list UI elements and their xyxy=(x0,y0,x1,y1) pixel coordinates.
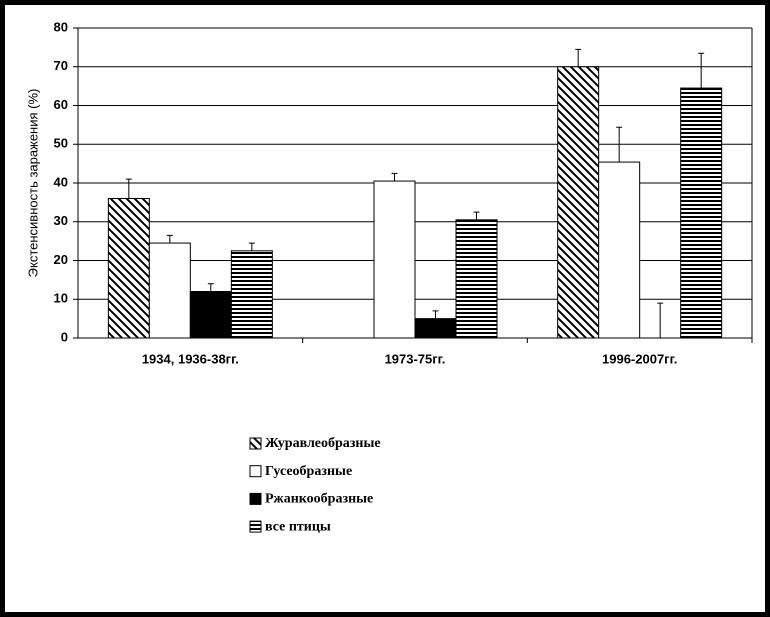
error-bar xyxy=(207,283,214,292)
y-tick-label: 60 xyxy=(54,97,68,112)
bar xyxy=(414,318,457,339)
error-bar xyxy=(248,242,255,251)
y-tick-label: 70 xyxy=(54,58,68,73)
legend-label: Гусеобразные xyxy=(265,464,352,479)
error-bar xyxy=(575,48,582,67)
legend-swatch xyxy=(249,465,262,478)
y-tick-label: 0 xyxy=(61,329,68,344)
legend-swatch xyxy=(249,437,262,450)
legend-swatch xyxy=(249,520,262,533)
error-bar xyxy=(473,211,480,220)
x-tick-label: 1996-2007гг. xyxy=(602,351,677,366)
bar xyxy=(598,161,641,339)
y-tick-label: 50 xyxy=(54,136,68,151)
legend-label: Ржанкообразные xyxy=(265,492,373,507)
bar xyxy=(680,87,723,339)
y-tick-label: 40 xyxy=(54,174,68,189)
error-bar xyxy=(657,302,664,338)
y-tick-label: 20 xyxy=(54,252,68,267)
y-tick-label: 30 xyxy=(54,213,68,228)
bar xyxy=(189,291,232,339)
x-tick-label: 1934, 1936-38гг. xyxy=(142,351,239,366)
bar xyxy=(557,66,600,339)
error-bar xyxy=(391,172,398,182)
bar xyxy=(148,242,191,339)
error-bar xyxy=(432,310,439,319)
legend-label: Журавлеобразные xyxy=(265,436,381,451)
y-axis-label: Экстенсивность заражения (%) xyxy=(25,89,40,278)
error-bar xyxy=(616,126,623,163)
x-tick-label: 1973-75гг. xyxy=(385,351,446,366)
legend-swatch xyxy=(249,492,262,505)
bar xyxy=(455,219,498,339)
bar xyxy=(373,180,416,339)
error-bar xyxy=(125,178,132,199)
bar xyxy=(107,198,150,339)
legend-label: все птицы xyxy=(265,519,331,534)
bar xyxy=(230,250,273,339)
y-tick-label: 80 xyxy=(54,19,68,34)
error-bar xyxy=(698,52,705,89)
error-bar xyxy=(166,234,173,244)
y-tick-label: 10 xyxy=(54,291,68,306)
